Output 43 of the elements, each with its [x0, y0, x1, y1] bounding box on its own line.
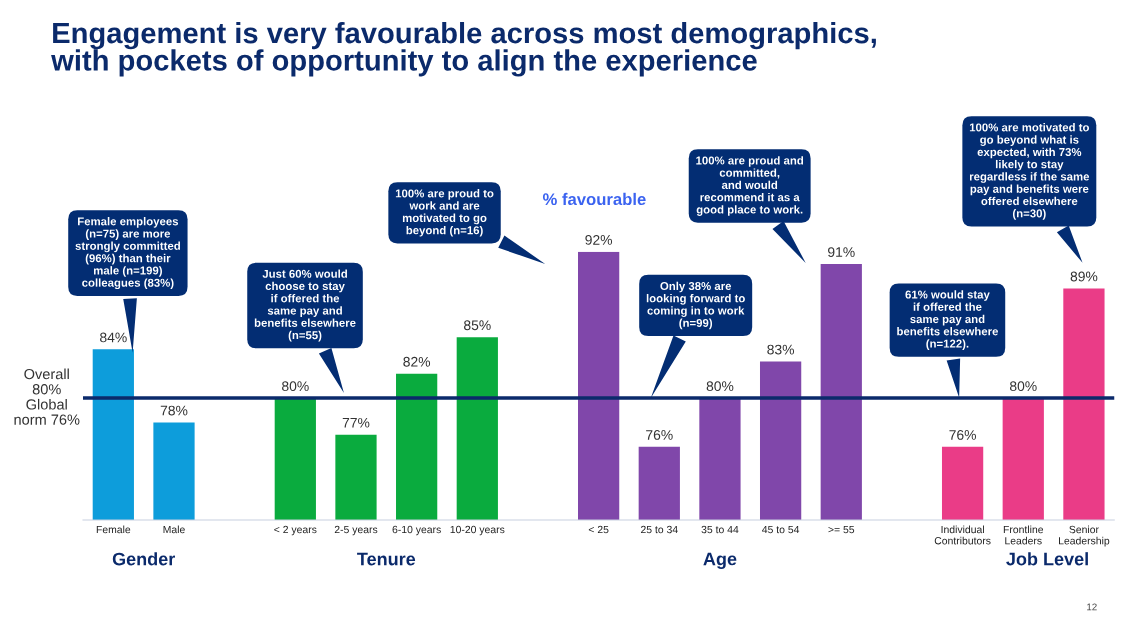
data-label: 76% [646, 430, 673, 440]
annotation: 61% would stay if offered the same pay and benefits elsewhere (n=122). [897, 290, 999, 350]
data-label: 89% [1070, 271, 1098, 282]
data-label: 82% [403, 356, 431, 367]
data-label: 77% [342, 417, 370, 428]
x-tick-label: 2-5 years [334, 525, 378, 536]
x-tick-label: >= 55 [828, 525, 855, 534]
annotation: Only 38% are looking forward to coming in to work (n=99) [646, 281, 745, 330]
x-tick-label: Frontline Leaders [1003, 525, 1044, 545]
data-label: 85% [464, 320, 491, 331]
text: Tenure [357, 552, 416, 566]
data-label: 80% [706, 381, 734, 392]
annotation: Female employees (n=75) are more strongly committed (96%) than their male (n=199) colleagues (83%) [75, 217, 180, 290]
x-tick-label: Male [163, 525, 185, 534]
x-tick-label: Senior Leadership [1059, 525, 1110, 547]
data-label: 76% [949, 430, 977, 440]
text: 100% are proud and committed, and would recommend it as a good place to work. [696, 156, 804, 216]
x-tick-label: < 25 [588, 525, 609, 534]
text: 100% are proud to work and are motivated to go beyond (n=16) [395, 189, 494, 237]
data-label: 78% [160, 405, 188, 416]
x-tick-label: Individual Contributors [934, 525, 991, 545]
text: 100% are motivated to go beyond what is expected, with 73% likely to stay regardless if the same pay and benefits were offered elsewhere (n=30) [969, 123, 1090, 220]
data-label: 91% [828, 247, 855, 258]
annotation: Just 60% would choose to stay if offered the same pay and benefits elsewhere (n=55) [254, 269, 356, 342]
data-label: 84% [100, 332, 127, 343]
x-tick-label: 45 to 54 [762, 525, 800, 534]
x-tick-label: Female [96, 525, 131, 534]
data-label: 80% [282, 381, 309, 392]
text: Age [703, 552, 737, 569]
chart-title: Engagement is very favourable across most demographics, with pockets of opportunity to align the experience [51, 21, 876, 77]
text: Job Level [1006, 552, 1088, 566]
data-label: 92% [585, 234, 613, 245]
x-tick-label: 35 to 44 [701, 525, 739, 534]
x-tick-label: 10-20 years [450, 525, 505, 536]
data-label: 80% [1009, 381, 1037, 392]
x-tick-label: < 2 years [274, 525, 317, 536]
text: % favourable [542, 192, 646, 206]
data-label: 83% [767, 344, 795, 355]
ref-line-label: Overall 80% Global norm 76% [14, 368, 80, 425]
x-tick-label: 6-10 years [392, 525, 441, 536]
text: Gender [112, 552, 175, 566]
text: 12 [1087, 603, 1097, 611]
x-tick-label: 25 to 34 [640, 525, 678, 534]
